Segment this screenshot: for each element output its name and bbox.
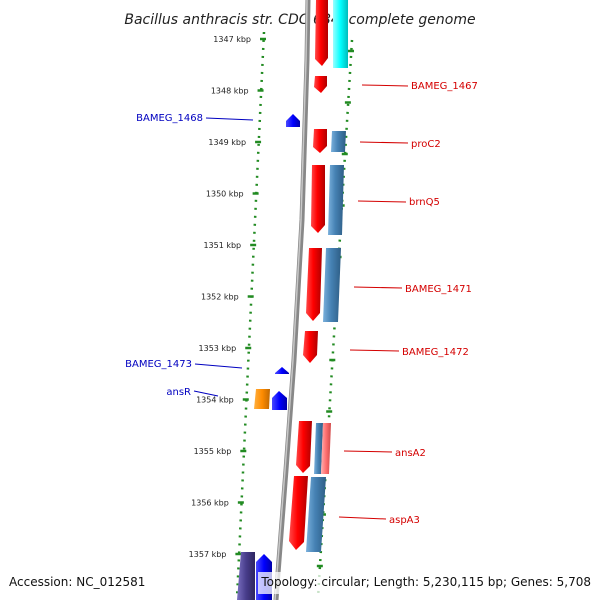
gene-feature[interactable] (311, 165, 325, 233)
genome-summary-text: Topology: circular; Length: 5,230,115 bp… (260, 575, 591, 589)
genome-backbone (273, 0, 311, 600)
gene-label-ansa2[interactable]: ansA2 (395, 448, 426, 459)
gene-label-bameg-1472[interactable]: BAMEG_1472 (402, 347, 469, 358)
gene-feature[interactable] (296, 421, 312, 473)
scale-tick-label: 1355 kbp (194, 447, 232, 456)
footer-backdrop (258, 572, 600, 594)
gene-feature[interactable] (237, 552, 255, 600)
cds-feature[interactable] (314, 423, 323, 474)
gene-feature[interactable] (303, 331, 318, 363)
gene-feature[interactable] (306, 248, 322, 321)
cds-feature[interactable] (323, 248, 341, 322)
scale-tick-label: 1354 kbp (196, 396, 234, 405)
gene-label-brnq5[interactable]: brnQ5 (409, 197, 440, 208)
gene-label-aspa3[interactable]: aspA3 (389, 515, 420, 526)
cds-feature[interactable] (306, 477, 326, 552)
forward-cds (306, 0, 348, 552)
scale-tick-label: 1352 kbp (201, 293, 239, 302)
gene-feature[interactable] (254, 389, 270, 409)
scale-tick-label: 1351 kbp (203, 241, 241, 250)
cds-feature[interactable] (331, 131, 346, 152)
scale-tick-label: 1356 kbp (191, 499, 229, 508)
forward-genes (289, 0, 328, 550)
gene-label-ansr[interactable]: ansR (166, 387, 191, 398)
gene-label-bameg-1473[interactable]: BAMEG_1473 (125, 359, 192, 370)
gene-label-bameg-1467[interactable]: BAMEG_1467 (411, 81, 478, 92)
gene-feature[interactable] (272, 391, 287, 410)
cds-feature[interactable] (333, 0, 348, 68)
gene-label-bameg-1468[interactable]: BAMEG_1468 (136, 113, 203, 124)
cds-feature[interactable] (321, 423, 331, 474)
gene-feature[interactable] (286, 114, 300, 127)
gene-labels: BAMEG_1467 proC2 brnQ5 BAMEG_1471 BAMEG_… (125, 81, 478, 526)
outer-dotted-track (235, 31, 266, 599)
scale-tick-label: 1353 kbp (199, 344, 237, 353)
gene-label-proc2[interactable]: proC2 (411, 139, 441, 150)
scale-tick-label: 1347 kbp (213, 35, 251, 44)
scale-tick-label: 1357 kbp (189, 550, 227, 559)
genome-backbone-highlight (274, 0, 308, 600)
gene-feature[interactable] (275, 367, 289, 374)
gene-feature[interactable] (315, 0, 328, 66)
map-title: Bacillus anthracis str. CDC 684, complet… (124, 12, 475, 28)
gene-feature[interactable] (314, 76, 327, 93)
cds-feature[interactable] (328, 165, 344, 235)
scale-tick-label: 1349 kbp (208, 138, 246, 147)
scale-tick-label: 1348 kbp (211, 87, 249, 96)
gene-label-bameg-1471[interactable]: BAMEG_1471 (405, 284, 472, 295)
gene-feature[interactable] (289, 476, 308, 550)
accession-text: Accession: NC_012581 (9, 575, 145, 589)
scale-tick-label: 1350 kbp (206, 190, 244, 199)
gene-feature[interactable] (313, 129, 327, 153)
